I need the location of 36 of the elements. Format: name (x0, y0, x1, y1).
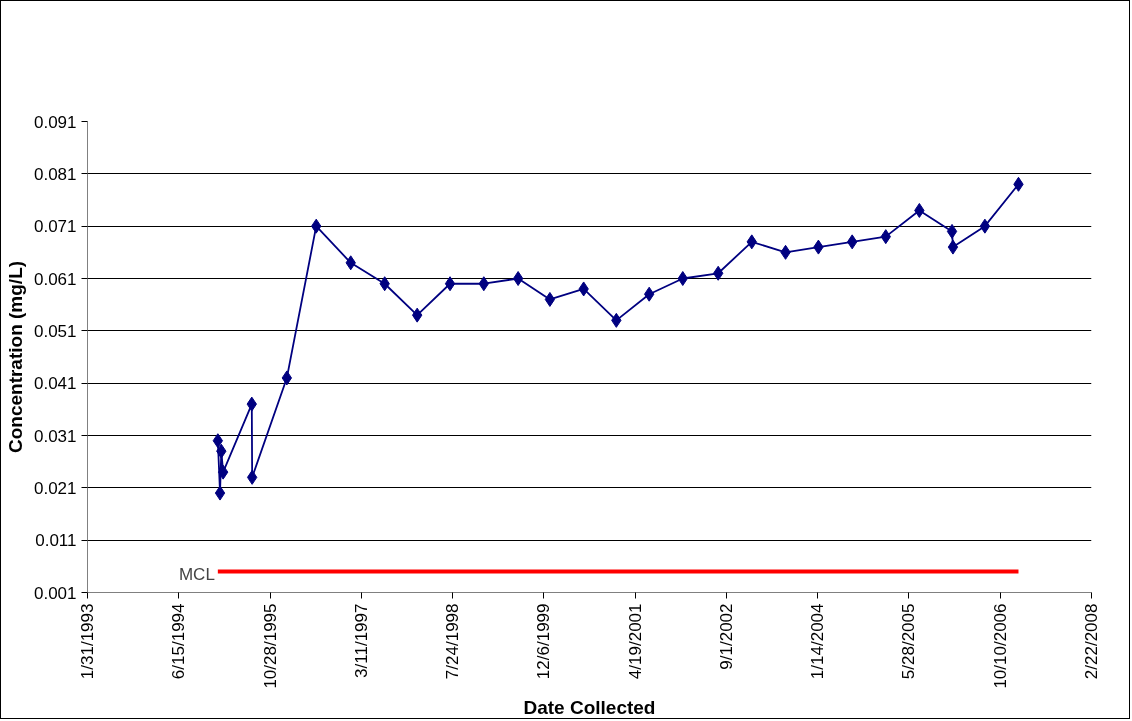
point (214, 485, 226, 501)
series-label: MCL (178, 565, 215, 585)
x-tick-label: 10/10/2006 (990, 603, 1010, 689)
point (217, 464, 229, 480)
y-axis-title: Concentration (mg/L) (4, 260, 26, 454)
point (246, 469, 258, 485)
point (677, 271, 688, 286)
y-tick-label: 0.031 (33, 426, 77, 446)
y-tick-label: 0.011 (35, 531, 77, 551)
x-tick-label: 9/1/2002 (716, 603, 736, 670)
x-tick-label: 4/19/2001 (625, 603, 645, 680)
point (946, 223, 958, 239)
x-tick-label: 5/28/2005 (899, 603, 919, 680)
y-tick-label: 0.061 (33, 269, 77, 289)
x-tick-label: 3/11/1997 (351, 603, 371, 678)
y-tick-label: 0.051 (33, 321, 77, 341)
x-tick-label: 12/6/1999 (534, 603, 554, 680)
y-tick-label: 0.041 (33, 374, 77, 394)
y-tick-label: 0.081 (33, 164, 77, 184)
x-tick-label: 1/31/1993 (78, 603, 97, 680)
y-tick-label: 0.071 (33, 217, 77, 237)
point (544, 291, 556, 307)
y-tick-label: 0.001 (33, 583, 77, 603)
y-tick-label: 0.091 (33, 112, 77, 132)
x-axis-title: Date Collected (523, 696, 656, 718)
x-tick-label: 7/24/1998 (443, 603, 463, 680)
point (947, 239, 959, 255)
x-tick-label: 10/28/1995 (260, 603, 280, 689)
point (512, 271, 524, 286)
point (281, 370, 293, 386)
point (444, 276, 456, 292)
x-tick-label: 6/15/1994 (169, 603, 189, 680)
x-tick-label: 2/22/2008 (1082, 603, 1101, 680)
y-tick-label: 0.021 (33, 478, 77, 498)
x-tick-label: 1/14/2004 (808, 603, 828, 680)
point (979, 218, 991, 234)
